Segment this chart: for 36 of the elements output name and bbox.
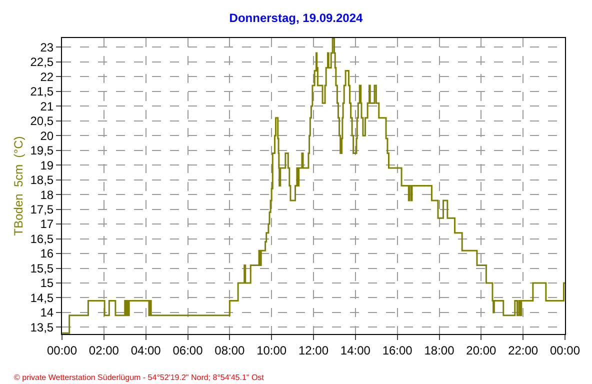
x-tick-label: 14:00 (340, 343, 371, 358)
y-tick-label: 19,5 (30, 144, 54, 158)
y-tick-label: 20 (40, 128, 54, 143)
y-tick-label: 23 (40, 40, 54, 54)
x-tick-label: 20:00 (466, 343, 497, 358)
y-tick-label: 15 (40, 276, 54, 290)
y-tick-label: 17,5 (30, 202, 54, 216)
x-tick-label: 00:00 (46, 343, 78, 358)
y-tick-label: 17 (40, 217, 54, 232)
x-tick-label: 04:00 (130, 343, 162, 358)
x-tick-label: 22:00 (508, 343, 538, 358)
x-tick-label: 06:00 (172, 343, 204, 358)
x-tick-label: 10:00 (256, 343, 287, 358)
y-tick-label: 20,5 (30, 114, 54, 128)
y-tick-label: 14,5 (30, 290, 54, 305)
y-tick-label: 13,5 (30, 320, 54, 334)
y-tick-label: 22,5 (30, 55, 54, 70)
y-tick-label: 21,5 (30, 84, 54, 99)
x-tick-label: 12:00 (298, 343, 329, 358)
x-tick-label: 18:00 (424, 343, 455, 358)
y-axis-title: TBoden 5cm (°C) (12, 136, 26, 236)
x-tick-label: 08:00 (214, 343, 246, 358)
text: © private Wetterstation Süderlügum - 54°52'19.2" Nord; 8°54'45.1" Ost (14, 373, 265, 382)
x-tick-label: 00:00 (550, 343, 580, 358)
x-tick-label: 16:00 (382, 343, 413, 358)
x-tick-label: 02:00 (88, 343, 120, 358)
y-tick-label: 16 (40, 246, 54, 261)
y-tick-label: 14 (40, 306, 54, 320)
y-tick-label: 16,5 (30, 232, 54, 246)
y-tick-label: 21 (40, 99, 54, 114)
y-tick-label: 18,5 (30, 173, 54, 188)
y-tick-label: 18 (40, 188, 54, 202)
y-tick-label: 15,5 (30, 261, 54, 276)
y-tick-label: 22 (40, 70, 54, 84)
chart-title: Donnerstag, 19.09.2024 (229, 10, 364, 25)
y-tick-label: 19 (40, 158, 54, 172)
